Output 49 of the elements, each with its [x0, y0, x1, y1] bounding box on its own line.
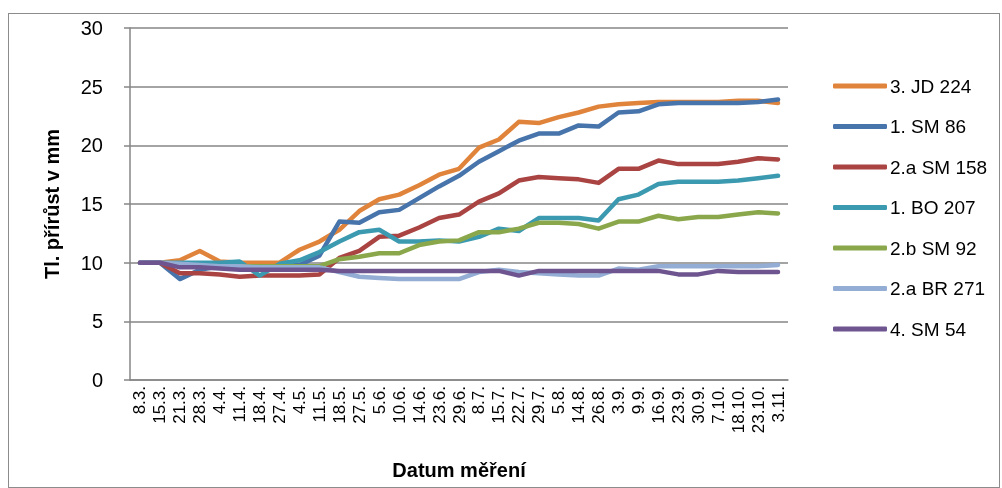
- x-tick-label: 9.9.: [628, 386, 648, 415]
- x-tick-label: 14.8.: [569, 386, 589, 424]
- x-tick-label: 14.6.: [409, 386, 429, 424]
- y-tick-label: 20: [80, 134, 103, 157]
- x-tick-label: 16.9.: [648, 386, 668, 424]
- x-tick-label: 8.3.: [130, 386, 150, 415]
- legend-label: 4. SM 54: [890, 318, 967, 340]
- x-tick-label: 26.8.: [589, 386, 609, 424]
- legend-label: 1. SM 86: [890, 116, 967, 137]
- x-tick-label: 23.10.: [748, 386, 768, 434]
- legend-label: 3. JD 224: [890, 75, 972, 97]
- x-tick-label: 5.6.: [369, 386, 389, 415]
- x-tick-label: 4.5.: [289, 386, 309, 415]
- x-tick-label: 18.5.: [329, 386, 349, 424]
- legend-label: 2.b SM 92: [890, 237, 977, 259]
- x-tick-label: 27.4.: [270, 386, 290, 424]
- x-tick-label: 15.7.: [489, 386, 509, 424]
- x-tick-label: 29.6.: [449, 386, 469, 424]
- legend-label: 2.a SM 158: [890, 156, 988, 178]
- y-tick-label: 25: [80, 75, 103, 98]
- y-tick-label: 15: [80, 193, 103, 215]
- x-tick-label: 7.10.: [708, 386, 728, 424]
- x-tick-label: 3.9.: [609, 386, 629, 415]
- x-tick-label: 29.7.: [529, 386, 549, 424]
- y-tick-label: 0: [91, 369, 103, 391]
- y-tick-label: 10: [80, 251, 103, 274]
- x-tick-label: 27.5.: [349, 386, 369, 424]
- legend-label: 2.a BR 271: [890, 278, 986, 299]
- x-tick-label: 23.9.: [668, 386, 688, 424]
- x-tick-label: 22.7.: [509, 386, 529, 424]
- x-tick-label: 5.8.: [549, 386, 569, 415]
- y-tick-label: 5: [91, 310, 103, 333]
- y-axis-title: Tl. přírůst v mm: [41, 128, 63, 280]
- x-tick-label: 10.6.: [389, 386, 409, 424]
- x-tick-label: 4.4.: [210, 386, 230, 415]
- x-tick-label: 11.5.: [309, 386, 329, 423]
- x-tick-label: 8.7.: [469, 386, 489, 415]
- x-axis-title: Datum měření: [392, 459, 528, 481]
- x-tick-label: 15.3.: [150, 386, 170, 424]
- x-tick-label: 11.4.: [230, 386, 250, 423]
- x-tick-label: 18.10.: [728, 386, 748, 434]
- x-tick-label: 18.4.: [250, 386, 270, 424]
- y-tick-label: 30: [80, 17, 103, 39]
- x-tick-label: 28.3.: [190, 386, 210, 424]
- x-tick-label: 21.3.: [170, 386, 190, 424]
- x-tick-label: 23.6.: [429, 386, 449, 424]
- legend-label: 1. BO 207: [890, 197, 976, 218]
- x-tick-label: 30.9.: [688, 386, 708, 424]
- x-tick-label: 3.11.: [768, 386, 788, 423]
